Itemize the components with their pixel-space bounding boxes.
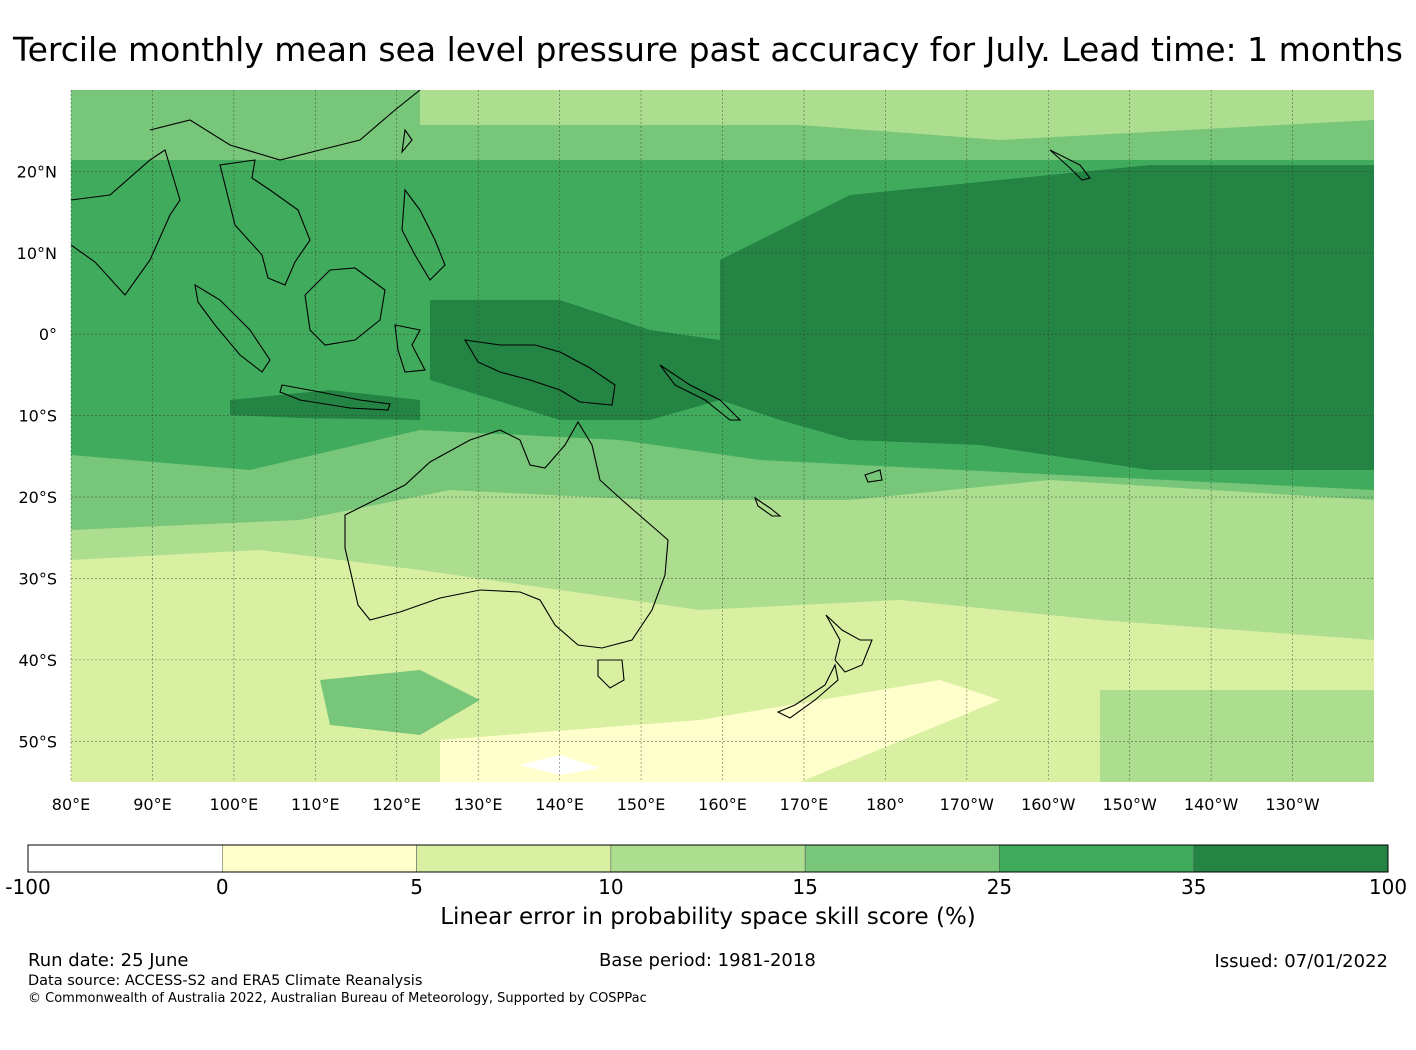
- colorbar-tick-label: 5: [410, 875, 423, 899]
- lon-tick-label: 140°E: [535, 795, 584, 814]
- copyright: © Commonwealth of Australia 2022, Austra…: [28, 991, 647, 1006]
- lon-tick-label: 120°E: [372, 795, 421, 814]
- lon-tick-label: 160°W: [1021, 795, 1076, 814]
- coastlines: [71, 90, 1091, 719]
- coast-sulawesi: [394, 324, 426, 373]
- coast-tasmania: [597, 659, 625, 689]
- lat-tick-label: 30°S: [18, 569, 57, 588]
- colorbar-tick-label: 10: [598, 875, 623, 899]
- base-period: Base period: 1981-2018: [599, 950, 816, 971]
- colorbar-bin: [610, 844, 806, 873]
- lon-tick-label: 90°E: [133, 795, 171, 814]
- lon-labels: 80°E 90°E 100°E 110°E 120°E 130°E 140°E 150°E 16…: [52, 795, 1320, 814]
- lat-tick-label: 0°: [39, 325, 57, 344]
- field-northeast-light: [800, 90, 1374, 140]
- colorbar-bin: [27, 844, 223, 873]
- issued-date: Issued: 07/01/2022: [1214, 951, 1388, 972]
- coast-solomons: [659, 364, 742, 421]
- field-negative-patch: [520, 755, 600, 775]
- lon-tick-label: 110°E: [291, 795, 340, 814]
- field-dark-tongue: [720, 165, 1374, 470]
- colorbar-label: Linear error in probability space skill …: [440, 904, 976, 930]
- coast-nz-north: [825, 614, 873, 673]
- coast-new-caledonia: [753, 496, 782, 517]
- coast-australia: [344, 420, 669, 649]
- coast-indochina: [219, 159, 311, 286]
- lon-tick-label: 130°W: [1265, 795, 1320, 814]
- field-north-light-band: [420, 90, 840, 125]
- lon-tick-label: 80°E: [52, 795, 90, 814]
- lat-tick-label: 10°S: [18, 407, 57, 426]
- colorbar-frame: [27, 844, 1389, 873]
- lon-tick-label: 130°E: [454, 795, 503, 814]
- run-date: Run date: 25 June: [28, 950, 189, 971]
- colorbar-bin: [222, 844, 417, 873]
- colorbar-tick-label: 15: [792, 875, 817, 899]
- coast-java: [279, 384, 391, 411]
- lat-tick-label: 10°N: [17, 244, 57, 263]
- colorbar-bin: [1193, 844, 1389, 873]
- coast-fiji: [864, 469, 883, 483]
- lon-tick-label: 170°E: [780, 795, 829, 814]
- lat-tick-label: 20°N: [17, 162, 57, 181]
- lon-tick-label: 180°: [866, 795, 905, 814]
- lon-tick-label: 170°W: [940, 795, 995, 814]
- coast-taiwan: [401, 128, 413, 154]
- lat-labels: 20°N 10°N 0° 10°S 20°S 30°S 40°S 50°S: [17, 162, 57, 751]
- colorbar-tick-label: 100: [1369, 875, 1407, 899]
- lon-tick-label: 150°W: [1103, 795, 1158, 814]
- coast-hawaii: [1049, 149, 1091, 181]
- colorbar-bin: [416, 844, 612, 873]
- colorbar-bin: [804, 844, 1000, 873]
- colorbar-tick-label: -100: [5, 875, 50, 899]
- lon-tick-label: 160°E: [698, 795, 747, 814]
- colorbar-tick-label: 0: [216, 875, 229, 899]
- map-title: Tercile monthly mean sea level pressure …: [13, 30, 1403, 69]
- lon-tick-label: 100°E: [210, 795, 259, 814]
- coast-borneo: [304, 267, 386, 346]
- data-source: Data source: ACCESS-S2 and ERA5 Climate …: [28, 973, 423, 989]
- lat-tick-label: 40°S: [18, 651, 57, 670]
- lon-tick-label: 150°E: [617, 795, 666, 814]
- coast-nz-south: [776, 663, 839, 719]
- field-south-patch: [320, 670, 480, 735]
- field-dark-indian: [230, 390, 420, 420]
- colorbar: -100 0 5 10 15 25 35 100: [5, 844, 1407, 899]
- field-southeast-patch: [1100, 690, 1374, 782]
- lat-tick-label: 50°S: [18, 732, 57, 751]
- lat-tick-label: 20°S: [18, 488, 57, 507]
- coast-china: [149, 90, 421, 161]
- coast-sumatra: [194, 283, 271, 373]
- colorbar-tick-label: 35: [1181, 875, 1206, 899]
- coast-philippines: [401, 188, 446, 281]
- graticule: [70, 90, 1374, 782]
- colorbar-bin: [999, 844, 1194, 873]
- lon-tick-label: 140°W: [1184, 795, 1239, 814]
- field-low-skill: [440, 680, 1000, 782]
- coast-india: [71, 149, 181, 296]
- coast-new-guinea: [463, 339, 616, 406]
- colorbar-tick-label: 25: [987, 875, 1012, 899]
